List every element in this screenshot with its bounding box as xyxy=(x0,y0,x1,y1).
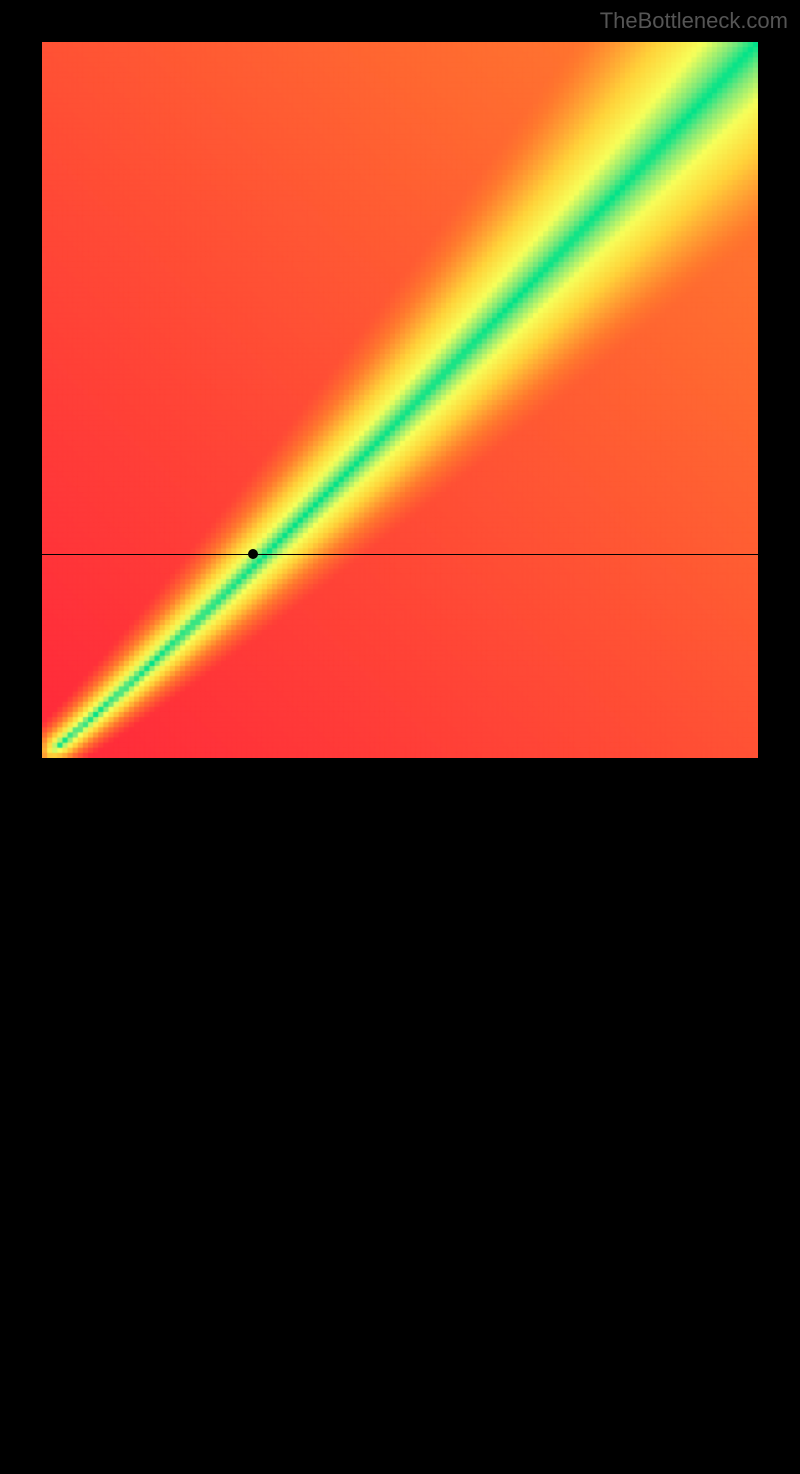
heatmap-plot xyxy=(42,42,758,758)
watermark-text: TheBottleneck.com xyxy=(600,8,788,34)
crosshair-vertical xyxy=(253,758,254,1474)
crosshair-horizontal xyxy=(42,554,758,555)
data-point-marker xyxy=(248,549,258,559)
heatmap-canvas xyxy=(42,42,758,758)
